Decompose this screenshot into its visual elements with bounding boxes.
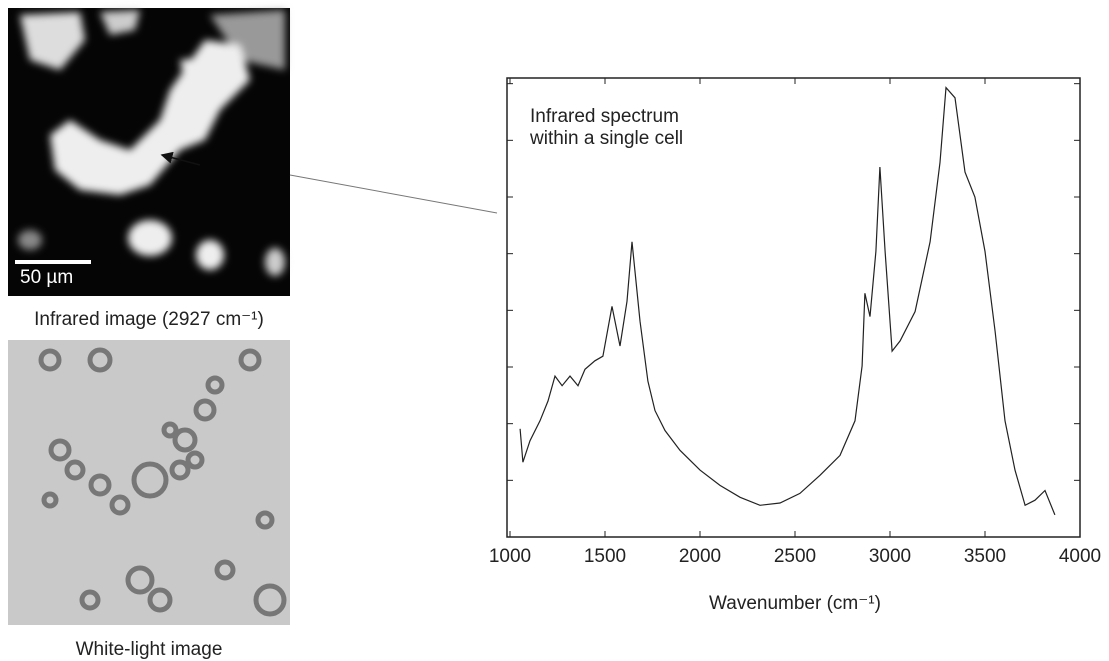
- annotation: within a single cell: [529, 128, 683, 149]
- white-light-caption: White-light image: [76, 639, 223, 660]
- leader-line: [289, 174, 498, 214]
- plot-frame: [506, 77, 1081, 538]
- infrared-image: 50 µm: [8, 8, 290, 296]
- x-tick-label: 2500: [774, 546, 816, 567]
- infrared-caption: Infrared image (2927 cm⁻¹): [34, 309, 264, 330]
- spectrum-line: [519, 86, 1056, 516]
- x-axis-label: Wavenumber (cm⁻¹): [709, 593, 881, 614]
- x-tick-label: 1500: [584, 546, 626, 567]
- x-tick-label: 3500: [964, 546, 1006, 567]
- scale-bar-label: 50 µm: [20, 267, 73, 288]
- x-tick-label: 3000: [869, 546, 911, 567]
- x-tick-label: 4000: [1059, 546, 1101, 567]
- x-tick-label: 1000: [489, 546, 531, 567]
- white-light-image: [8, 340, 290, 625]
- x-tick-label: 2000: [679, 546, 721, 567]
- annotation: Infrared spectrum: [530, 106, 679, 127]
